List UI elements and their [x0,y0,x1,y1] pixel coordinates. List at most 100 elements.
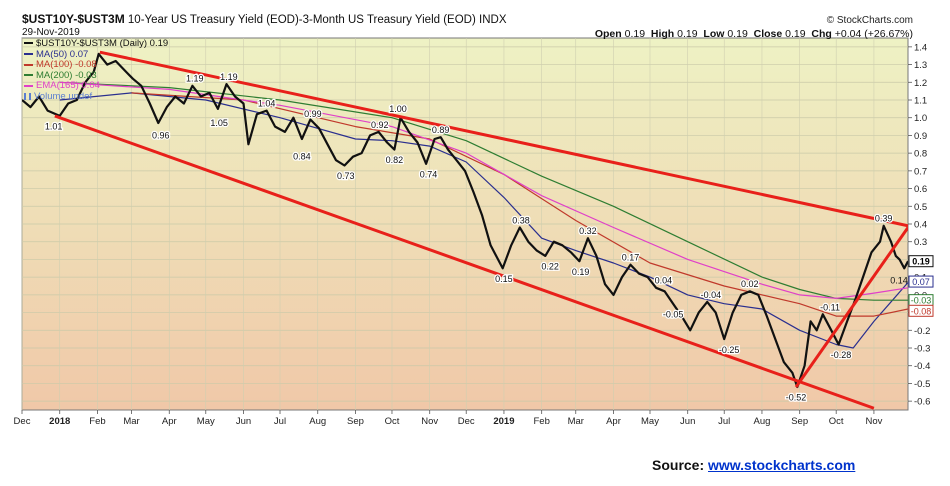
x-tick-label: Aug [754,416,771,427]
high-label: High [650,28,675,40]
data-annotation: 1.05 [210,118,228,128]
x-tick-label: Oct [385,416,400,427]
line-swatch-icon [24,53,33,56]
y-tick-label: 0.3 [914,237,927,248]
y-tick-label: 1.3 [914,60,927,71]
data-annotation: -0.25 [719,345,740,355]
x-tick-label: May [197,416,215,427]
y-tick-label: 1.4 [914,42,927,53]
line-swatch-icon [24,42,33,45]
data-annotation: -0.28 [831,350,852,360]
x-tick-label: Apr [606,416,621,427]
x-tick-label: Jul [274,416,286,427]
low-label: Low [703,28,725,40]
line-swatch-icon [24,74,33,77]
legend-label: MA(100) -0.08 [36,59,97,71]
chart-date: 29-Nov-2019 [22,27,80,38]
x-tick-label: Dec [458,416,475,427]
series-line [131,92,908,317]
trendline [99,50,908,228]
data-annotation: 0.84 [293,152,311,162]
data-annotation: 0.19 [572,267,590,277]
legend-label: MA(200) -0.03 [36,69,97,81]
x-tick-label: Jun [236,416,251,427]
x-tick-label: Aug [309,416,326,427]
y-tick-label: 0.8 [914,149,927,160]
x-tick-label: May [641,416,659,427]
plot-layer: 1.01 0.96 1.19 1.19 1.05 1.04 0.99 0.84 0.73 0.92… [22,50,908,410]
data-annotation: 0.39 [875,214,893,224]
x-tick-label: Dec [14,416,31,427]
y-tick-label: 0.9 [914,131,927,142]
legend-label: $UST10Y-$UST3M (Daily) 0.19 [36,38,169,49]
legend-item: MA(50) 0.07 [24,49,168,61]
chg-label: Chg [811,28,832,40]
symbol-type: INDX [479,14,507,26]
value-badge-label: 0.14 [890,275,908,285]
y-tick-label: 1.1 [914,96,927,107]
x-tick-label: Oct [829,416,844,427]
legend-item: MA(100) -0.08 [24,59,168,71]
data-annotation: 0.22 [541,262,559,272]
series-line [59,92,908,349]
value-badge-label: -0.03 [911,296,932,306]
ohlc-readout: Open 0.19 High 0.19 Low 0.19 Close 0.19 … [595,28,913,40]
open-label: Open [594,28,622,40]
chg-value: +0.04 (+26.67%) [834,28,913,40]
value-badge-label: 0.07 [912,277,930,287]
value-badge [908,275,934,288]
y-tick-label: 0.6 [914,184,927,195]
close-value: 0.19 [785,28,806,40]
data-annotation: 1.01 [45,122,63,132]
symbol-label: $UST10Y-$UST3M [22,12,125,26]
data-annotation: 1.19 [186,74,204,84]
data-annotation: 1.19 [220,72,238,82]
data-annotation: 0.04 [655,276,673,286]
y-tick-label: -0.5 [914,379,930,390]
y-tick-label: 1.0 [914,113,927,124]
legend-label: Volume undef [34,90,93,102]
source-note: Source: www.stockcharts.com [652,457,855,473]
x-tick-label: Sep [347,416,364,427]
legend-item: EMA(165) 0.04 [24,81,168,92]
low-value: 0.19 [727,28,748,40]
data-annotation: -0.04 [701,290,722,300]
line-swatch-icon [24,84,33,87]
data-annotation: 0.89 [432,125,450,135]
line-swatch-icon [24,63,33,66]
source-label: Source: [652,457,705,473]
symbol-description: 10-Year US Treasury Yield (EOD)-3-Month … [127,14,476,26]
x-tick-label: Mar [568,416,584,427]
y-tick-label: 0.7 [914,166,927,177]
open-value: 0.19 [624,28,646,40]
series-line [59,81,908,299]
data-annotation: 0.17 [622,253,640,263]
trendline [54,114,875,410]
volume-bars-icon [24,92,31,100]
y-tick-label: -0.3 [914,344,930,355]
series-line [22,52,908,389]
high-value: 0.19 [677,28,698,40]
legend-item: Volume undef [24,90,168,103]
source-link[interactable]: www.stockcharts.com [708,457,856,473]
x-tick-label: 2018 [49,416,70,427]
trendline [794,226,908,388]
x-tick-label: Nov [421,416,438,427]
chart-legend: $UST10Y-$UST3M (Daily) 0.19 MA(50) 0.07 MA… [24,38,169,103]
value-badge [908,304,934,317]
data-annotation: 0.73 [337,171,355,181]
brand-label[interactable]: © StockCharts.com [826,15,913,26]
y-tick-label: 0.4 [914,220,927,231]
data-annotation: 0.96 [152,130,170,140]
data-annotation: -0.05 [663,309,684,319]
data-annotation: -0.11 [820,302,840,312]
data-annotation: 0.02 [741,279,759,289]
data-annotation: 0.92 [371,120,389,130]
data-annotation: 0.15 [495,274,513,284]
value-badge [908,255,934,268]
y-tick-label: -0.4 [914,361,930,372]
data-annotation: 1.00 [389,104,407,114]
x-tick-label: Nov [865,416,882,427]
chart-title: $UST10Y-$UST3M 10-Year US Treasury Yield… [22,12,507,26]
